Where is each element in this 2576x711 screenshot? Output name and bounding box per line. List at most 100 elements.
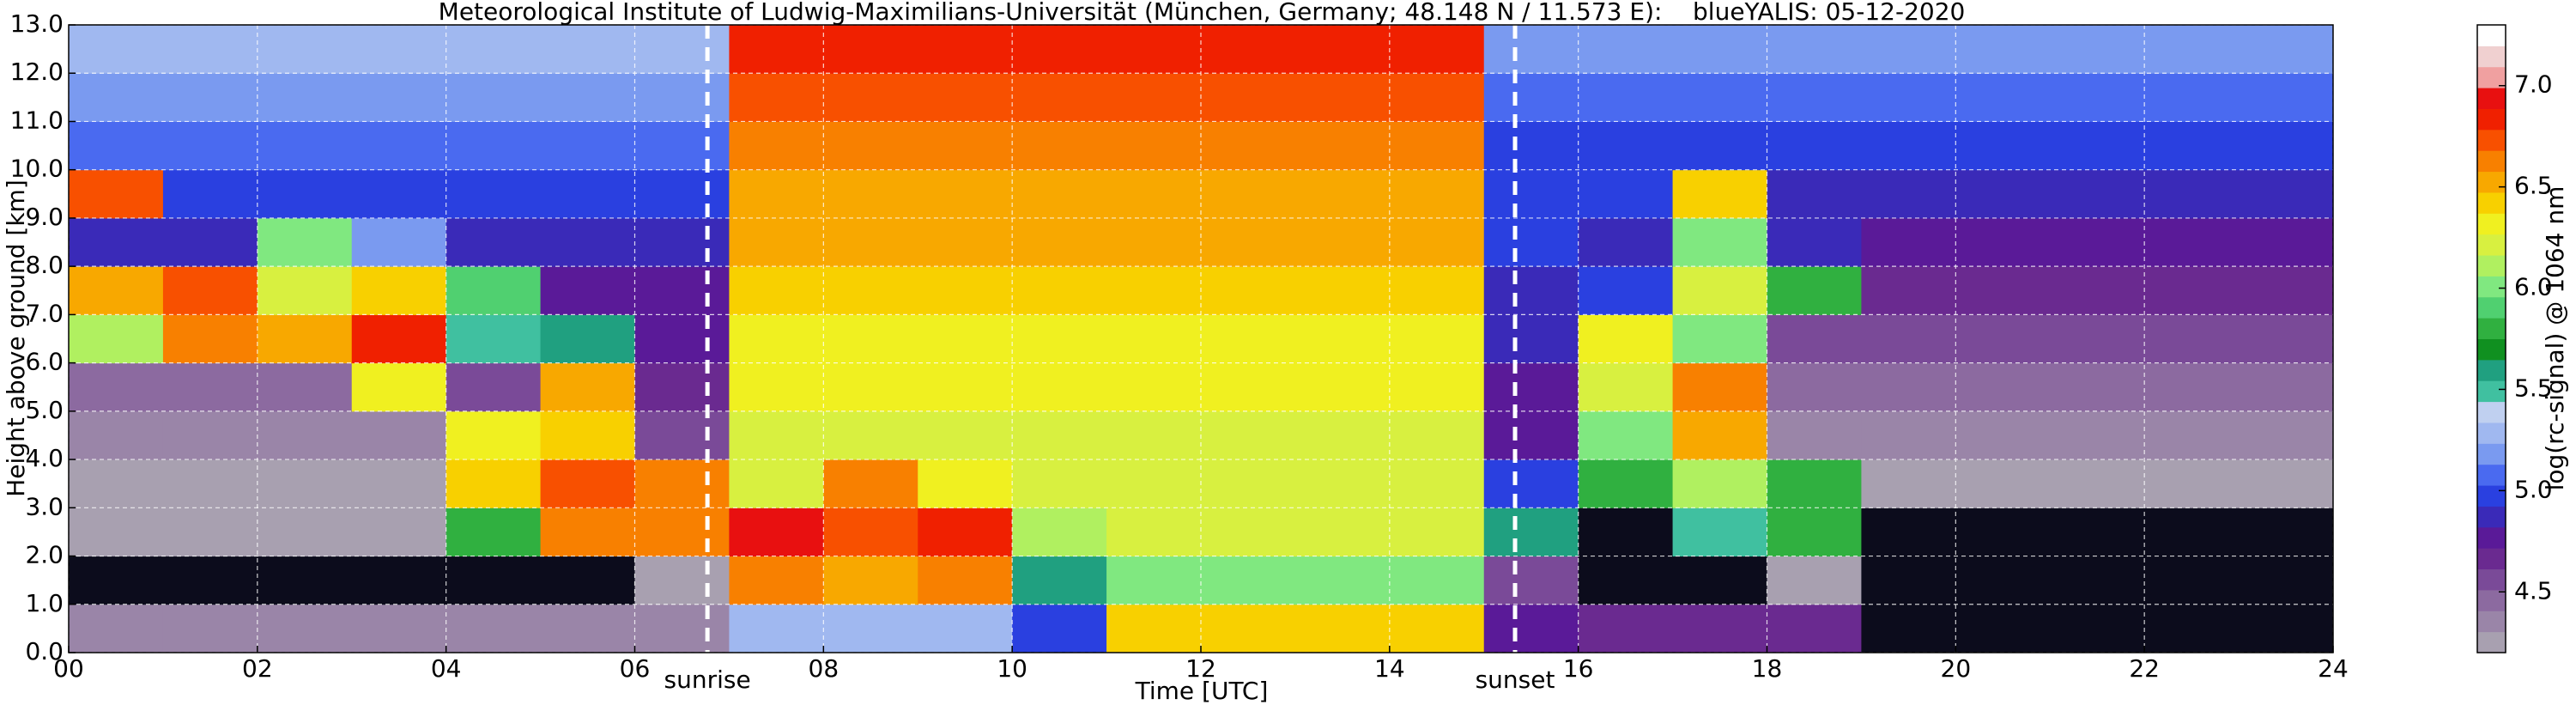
overlay: 00 02 04 06 08 10 12 14 16 18 20 22 24 0.0 1.0 2.0 3.0 4.… (10, 9, 2349, 694)
heatmap-cell (918, 266, 1013, 315)
heatmap-cell (257, 266, 353, 315)
heatmap-cell (1767, 73, 1862, 122)
heatmap-cell (1106, 314, 1202, 364)
heatmap-cell (2050, 362, 2145, 412)
heatmap-cell (1389, 25, 1485, 74)
heatmap-cell (445, 362, 542, 412)
colorbar-segment (2477, 255, 2506, 276)
heatmap-cell (257, 459, 353, 508)
heatmap-cell (1294, 362, 1391, 412)
heatmap-cell (69, 604, 164, 653)
heatmap-cell (1955, 362, 2051, 412)
heatmap-cell (1483, 169, 1579, 219)
heatmap-cell (634, 314, 730, 364)
heatmap-cell (1861, 507, 1956, 557)
heatmap-cell (1578, 507, 1674, 557)
heatmap-cell (918, 556, 1013, 605)
heatmap-cell (162, 507, 258, 557)
heatmap-cell (823, 25, 918, 74)
heatmap-cell (162, 121, 258, 171)
heatmap-cell (1106, 507, 1202, 557)
heatmap-cell (1012, 217, 1107, 267)
heatmap-cell (1389, 459, 1485, 508)
colorbar-segment (2477, 108, 2506, 131)
heatmap-cell (1294, 459, 1391, 508)
colorbar-tick-label: 6.0 (2514, 273, 2553, 301)
heatmap-cell (1106, 266, 1202, 315)
plot-frame (68, 24, 2334, 653)
heatmap-cell (162, 362, 258, 412)
heatmap-cell (69, 362, 164, 412)
heatmap-cell (1106, 556, 1202, 605)
heatmap-cell (918, 314, 1013, 364)
heatmap-cell (918, 73, 1013, 122)
heatmap-cell (1294, 507, 1391, 557)
heatmap-cell (1106, 73, 1202, 122)
heatmap-cell (257, 604, 353, 653)
heatmap-cell (2239, 410, 2334, 460)
heatmap-cell (257, 410, 353, 460)
heatmap-cell (162, 266, 258, 315)
heatmap-cell (69, 266, 164, 315)
heatmap-cell (1955, 459, 2051, 508)
heatmap-cell (634, 362, 730, 412)
heatmap-cell (1201, 121, 1296, 171)
heatmap-cell (729, 266, 824, 315)
heatmap-cell (1767, 217, 1862, 267)
heatmap-cell (351, 362, 447, 412)
heatmap-cell (1578, 25, 1674, 74)
x-tick-label: 04 (431, 654, 462, 683)
heatmap-cell (351, 410, 447, 460)
heatmap-cell (1389, 73, 1485, 122)
heatmap-cell (918, 604, 1013, 653)
heatmap-cell (918, 507, 1013, 557)
heatmap-cell (1767, 459, 1862, 508)
colorbar-segment (2477, 631, 2506, 653)
colorbar-segment (2477, 401, 2506, 423)
heatmap-cell (1672, 266, 1767, 315)
heatmap-cell (445, 314, 542, 364)
heatmap-cell (1483, 507, 1579, 557)
chart-title: Meteorological Institute of Ludwig-Maxim… (439, 0, 1966, 26)
heatmap-cell (351, 507, 447, 557)
heatmap-cell (1294, 604, 1391, 653)
heatmap-cell (1201, 604, 1296, 653)
heatmap-cell (69, 507, 164, 557)
heatmap-cell (2239, 217, 2334, 267)
heatmap-cell (257, 556, 353, 605)
x-axis-label: Time [UTC] (1135, 677, 1269, 705)
heatmap-cell (1106, 362, 1202, 412)
heatmap-cell (1861, 73, 1956, 122)
heatmap-cell (1106, 604, 1202, 653)
y-tick-label: 1.0 (25, 589, 64, 617)
heatmap-cell (1294, 217, 1391, 267)
heatmap-cell (1389, 604, 1485, 653)
colorbar-segment (2477, 443, 2506, 465)
heatmap-cell (918, 121, 1013, 171)
heatmap-cell (634, 73, 730, 122)
heatmap-cell (540, 169, 635, 219)
heatmap-cell (445, 556, 542, 605)
heatmap-cell (1012, 73, 1107, 122)
heatmap-cell (1106, 25, 1202, 74)
heatmap-cell (2144, 266, 2240, 315)
heatmap-cell (1201, 459, 1296, 508)
heatmap-cell (1294, 556, 1391, 605)
heatmap-cell (2144, 507, 2240, 557)
colorbar-segment (2477, 485, 2506, 507)
heatmap-cell (1955, 556, 2051, 605)
heatmap-cell (1294, 25, 1391, 74)
heatmap-cell (2144, 169, 2240, 219)
x-tick-label: 12 (1185, 654, 1216, 683)
heatmap-cell (1483, 604, 1579, 653)
heatmap-cell (1106, 410, 1202, 460)
colorbar-segment (2477, 526, 2506, 549)
heatmap-cell (2239, 604, 2334, 653)
heatmap-cell (2050, 25, 2145, 74)
colorbar-segment (2477, 338, 2506, 361)
heatmap-cell (2144, 25, 2240, 74)
heatmap-cell (729, 314, 824, 364)
colorbar-segment (2477, 318, 2506, 339)
heatmap-cell (1767, 314, 1862, 364)
heatmap-cell (540, 73, 635, 122)
